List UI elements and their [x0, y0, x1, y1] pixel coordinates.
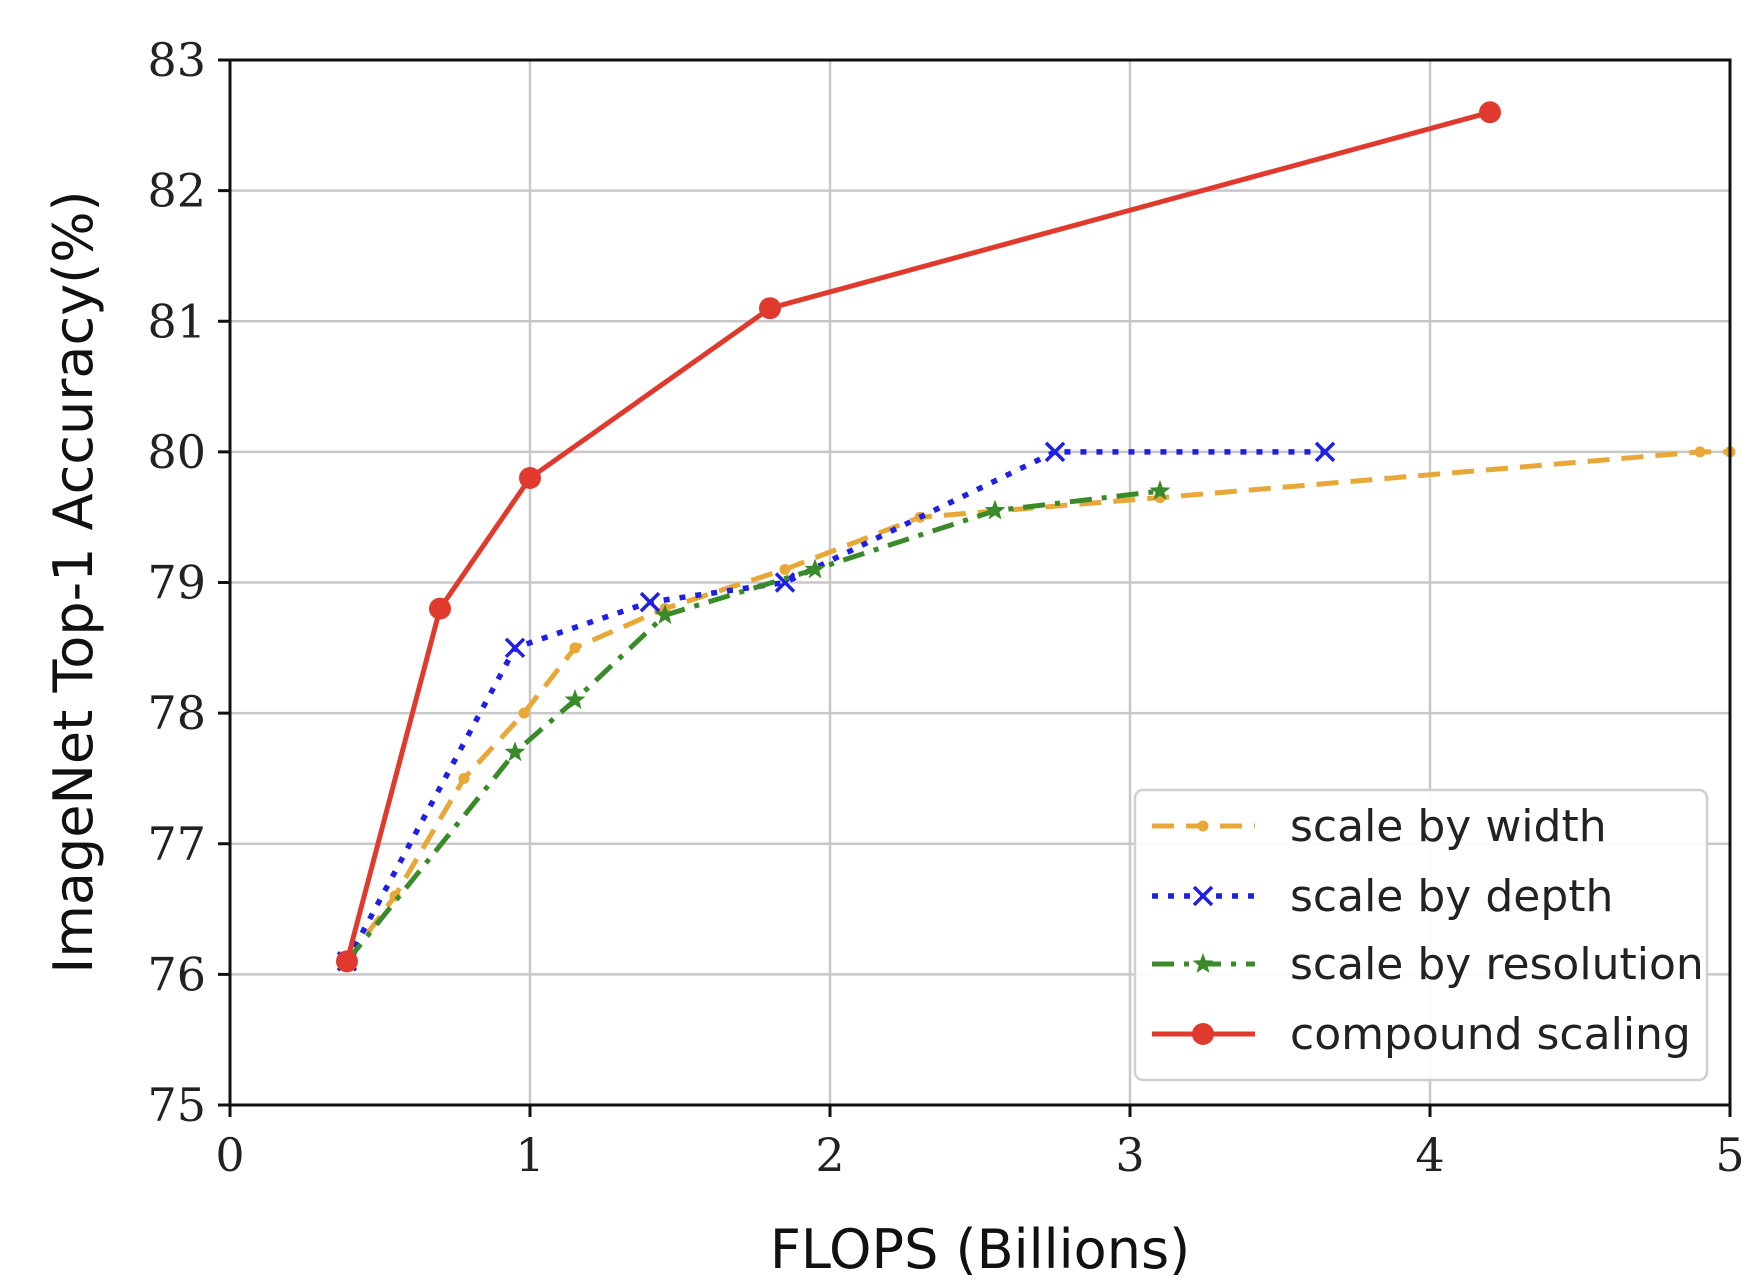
- y-tick-label: 76: [147, 947, 206, 1001]
- series-4: [336, 101, 1501, 973]
- y-tick-label: 81: [147, 294, 206, 348]
- legend-marker: [1192, 1023, 1214, 1045]
- legend-label-depth: scale by depth: [1290, 871, 1613, 922]
- y-tick-label: 77: [147, 817, 206, 871]
- x-axis-title: FLOPS (Billions): [770, 1218, 1190, 1281]
- x-tick-label: 5: [1715, 1128, 1744, 1182]
- series-3: [336, 480, 1171, 971]
- x-tick-label: 3: [1115, 1128, 1144, 1182]
- data-point: [804, 558, 826, 579]
- data-point: [504, 637, 526, 659]
- y-tick-label: 79: [147, 556, 206, 610]
- legend-box: [1133, 788, 1709, 1082]
- legend-marker: [1192, 885, 1214, 907]
- series-2: [336, 441, 1336, 972]
- data-point: [1314, 441, 1336, 463]
- data-point: [779, 563, 791, 575]
- series-line: [344, 449, 1325, 963]
- data-point: [518, 707, 530, 719]
- x-tick-label: 1: [515, 1128, 544, 1182]
- legend-marker: [1192, 953, 1214, 973]
- y-tick-label: 75: [147, 1078, 206, 1132]
- data-point: [654, 604, 676, 625]
- data-point: [1694, 446, 1706, 458]
- data-point: [564, 689, 586, 709]
- y-axis-title: ImageNet Top-1 Accuracy(%): [42, 190, 105, 973]
- data-point: [984, 499, 1006, 520]
- legend-entry-resolution: scale by resolution: [1152, 939, 1704, 990]
- legend-entry-compound: compound scaling: [1152, 1009, 1691, 1060]
- data-point: [429, 597, 451, 620]
- legend: scale by width scale by depth scale by r…: [1133, 788, 1709, 1082]
- y-tick-label: 83: [147, 33, 206, 87]
- legend-marker-compound: [1192, 1023, 1214, 1045]
- data-point: [336, 950, 358, 973]
- legend-entry-depth: scale by depth: [1152, 871, 1613, 922]
- series-layer: [336, 101, 1736, 973]
- data-point: [1149, 480, 1171, 500]
- x-tick-label: 2: [815, 1128, 844, 1182]
- legend-marker: [1197, 820, 1209, 832]
- y-tick-label: 78: [147, 686, 206, 740]
- x-tick-label: 0: [215, 1128, 244, 1182]
- axis-ticks: 0 1 2 3 4 5 75 76 77 78 79 80 81 82 83: [147, 33, 1744, 1182]
- x-tick-label: 4: [1415, 1128, 1444, 1182]
- data-point: [1479, 101, 1501, 124]
- legend-marker-width: [1197, 820, 1209, 832]
- data-point: [519, 467, 541, 489]
- data-point: [569, 642, 581, 654]
- data-point: [458, 772, 470, 784]
- data-point: [774, 572, 796, 593]
- y-tick-label: 80: [147, 425, 206, 479]
- legend-marker-resolution: [1192, 953, 1214, 973]
- data-point: [759, 297, 781, 320]
- data-point: [504, 741, 526, 762]
- legend-marker-depth: [1192, 885, 1214, 907]
- data-point: [639, 591, 661, 613]
- legend-label-resolution: scale by resolution: [1290, 939, 1704, 990]
- data-point: [1044, 441, 1066, 463]
- y-tick-label: 82: [147, 164, 206, 218]
- legend-label-compound: compound scaling: [1290, 1009, 1691, 1060]
- series-line: [345, 488, 1161, 963]
- legend-label-width: scale by width: [1290, 801, 1607, 852]
- legend-entry-width: scale by width: [1152, 801, 1607, 852]
